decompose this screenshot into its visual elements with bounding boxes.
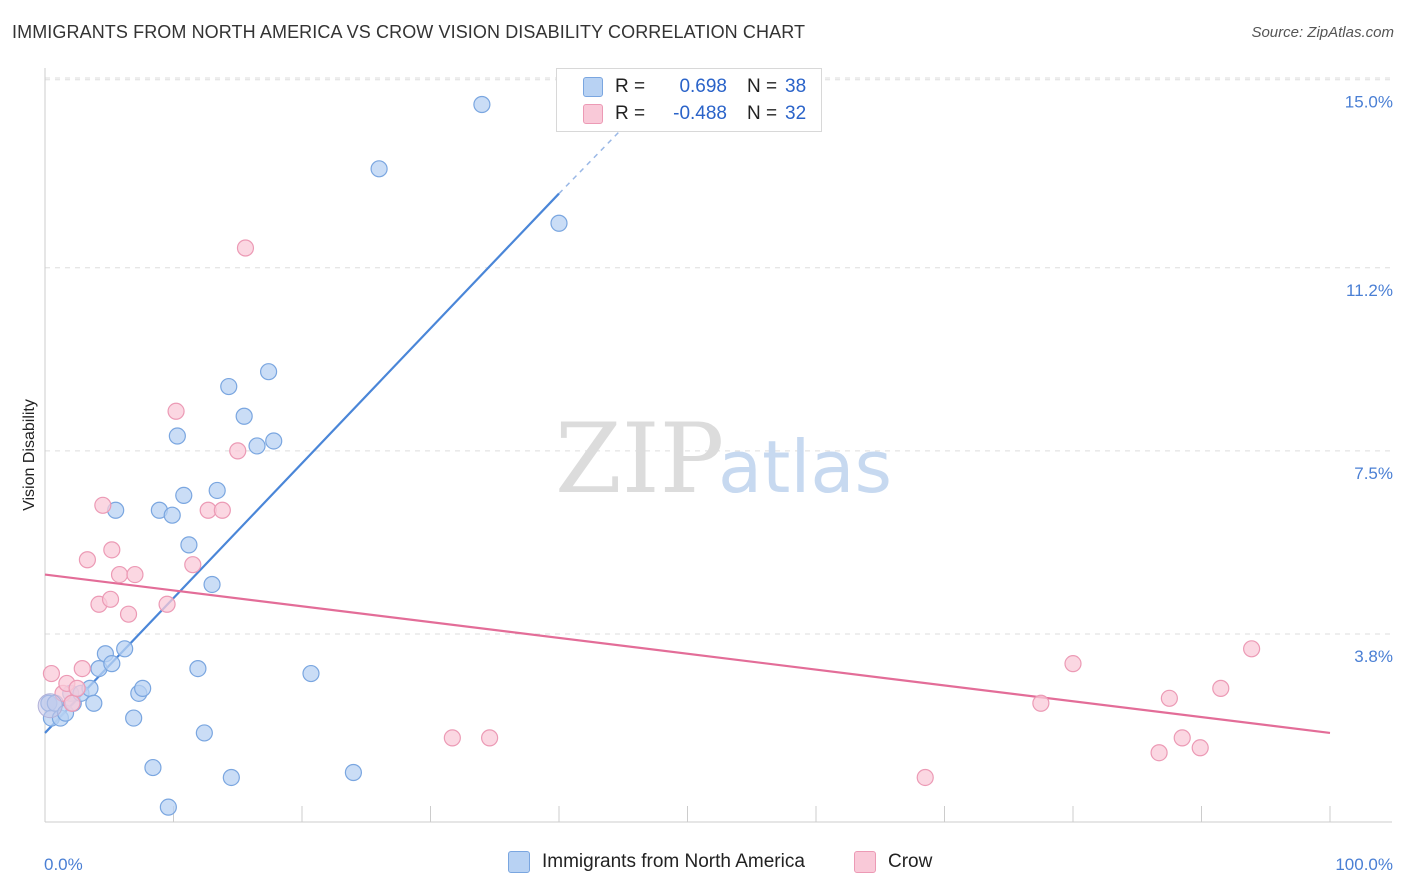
point-immigrants <box>222 768 240 787</box>
point-crow <box>1032 694 1050 712</box>
point-immigrants <box>259 363 278 381</box>
point-crow <box>63 694 81 712</box>
point-immigrants <box>370 160 388 178</box>
point-crow <box>68 679 86 697</box>
point-crow <box>1243 640 1261 658</box>
point-cluster <box>37 693 63 719</box>
x-tick-label: 0.0% <box>44 855 83 874</box>
point-immigrants <box>248 437 266 455</box>
point-immigrants <box>125 709 143 727</box>
legend-row-crow: R = -0.488 N = 32 <box>557 101 806 127</box>
point-immigrants <box>344 763 362 782</box>
point-immigrants <box>134 679 152 697</box>
point-crow <box>1064 655 1082 673</box>
legend-n-label: N = <box>747 103 778 124</box>
x-tick-label: 100.0% <box>1335 855 1393 874</box>
legend-n-label: N = <box>747 76 778 97</box>
point-immigrants <box>116 640 134 658</box>
chart-title: IMMIGRANTS FROM NORTH AMERICA VS CROW VI… <box>12 22 806 42</box>
source-label: Source: ZipAtlas.com <box>1251 24 1394 41</box>
point-crow <box>78 551 97 569</box>
point-crow <box>126 565 144 584</box>
legend-item-immigrants[interactable]: Immigrants from North America <box>508 851 805 873</box>
series-legend: Immigrants from North America Crow <box>0 851 1406 877</box>
point-immigrants <box>175 486 193 505</box>
point-immigrants <box>144 758 162 777</box>
point-crow <box>443 729 461 747</box>
point-immigrants <box>195 724 213 742</box>
point-crow <box>229 442 247 460</box>
y-axis-label: Vision Disability <box>21 399 38 511</box>
legend-swatch-immigrants <box>583 77 603 97</box>
point-crow <box>236 239 255 257</box>
legend-r-value: -0.488 <box>673 103 727 124</box>
point-immigrants <box>473 95 491 114</box>
point-crow <box>481 729 499 747</box>
watermark-atlas: atlas <box>718 425 892 509</box>
stats-legend: R = 0.698 N = 38 R = -0.488 N = 32 <box>556 68 822 132</box>
point-crow <box>213 501 231 519</box>
point-immigrants <box>265 432 283 450</box>
point-crow <box>73 659 91 678</box>
point-crow <box>110 565 129 584</box>
trend-line-crow <box>44 573 1331 735</box>
legend-r-label: R = <box>615 76 646 97</box>
point-immigrants <box>208 481 226 500</box>
point-immigrants <box>203 575 221 594</box>
legend-r-value: 0.698 <box>679 76 727 97</box>
legend-item-crow[interactable]: Crow <box>854 851 932 873</box>
point-immigrants <box>85 694 103 712</box>
point-crow <box>1212 679 1230 697</box>
point-crow <box>1150 744 1168 762</box>
point-immigrants <box>550 214 568 232</box>
point-immigrants <box>168 427 186 445</box>
y-tick-label: 15.0% <box>1345 93 1393 112</box>
tick-labels: 3.8% 7.5% 11.2% 15.0% 0.0% 100.0% <box>44 93 1393 874</box>
watermark-zip: ZIP <box>555 403 724 515</box>
legend-n-value: 32 <box>785 103 807 124</box>
point-immigrants <box>302 664 320 683</box>
point-crow <box>916 768 934 787</box>
point-immigrants <box>189 659 207 678</box>
point-crow <box>184 556 202 574</box>
legend-row-immigrants: R = 0.698 N = 38 <box>557 74 806 100</box>
legend-r-label: R = <box>615 103 646 124</box>
legend-label-crow: Crow <box>888 851 933 872</box>
point-crow <box>167 402 185 420</box>
point-crow <box>42 664 61 683</box>
legend-swatch-crow <box>854 851 876 873</box>
y-tick-label: 11.2% <box>1346 281 1393 300</box>
legend-swatch-immigrants <box>508 851 530 873</box>
point-crow <box>1173 729 1191 747</box>
point-crow <box>119 605 138 623</box>
point-crow <box>103 541 121 559</box>
point-immigrants <box>163 506 181 524</box>
point-immigrants <box>235 407 253 425</box>
y-tick-label: 7.5% <box>1354 464 1393 483</box>
point-immigrants <box>159 798 177 816</box>
point-crow <box>1191 739 1209 757</box>
legend-swatch-crow <box>583 104 603 124</box>
point-crow <box>158 595 176 613</box>
legend-n-value: 38 <box>785 76 807 97</box>
point-crow <box>94 496 112 514</box>
point-immigrants <box>180 536 198 554</box>
legend-label-immigrants: Immigrants from North America <box>542 851 805 872</box>
grid-lines <box>45 77 1392 635</box>
y-tick-label: 3.8% <box>1354 647 1393 666</box>
point-immigrants <box>103 655 121 673</box>
point-immigrants <box>220 377 238 396</box>
data-points <box>37 95 1261 816</box>
point-crow <box>1160 689 1178 707</box>
point-crow <box>101 590 120 608</box>
